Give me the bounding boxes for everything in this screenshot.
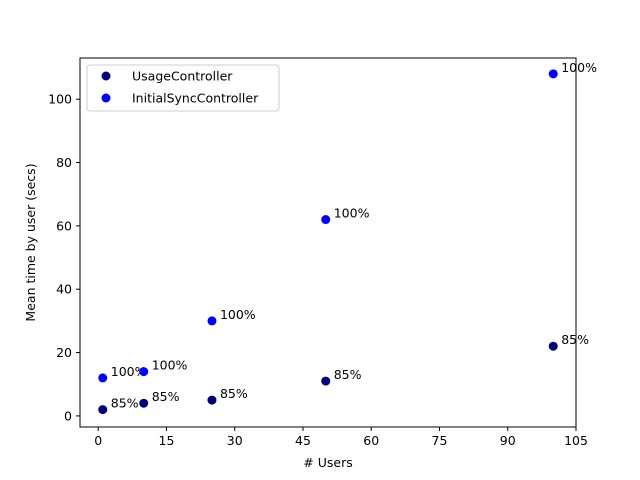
x-tick-label: 90 xyxy=(500,433,516,448)
x-tick-label: 45 xyxy=(295,433,311,448)
data-label-initialsynccontroller: 100% xyxy=(561,60,597,75)
plot-area: 85% 85% 85% 85% 85% 100% 100% 100% 100% 100% xyxy=(98,60,597,415)
data-label-usagecontroller: 85% xyxy=(111,396,139,411)
data-point-initialsynccontroller xyxy=(98,373,108,383)
legend: UsageController InitialSyncController xyxy=(86,64,280,112)
x-tick-label: 105 xyxy=(564,433,588,448)
data-label-usagecontroller: 85% xyxy=(334,367,362,382)
data-label-initialsynccontroller: 100% xyxy=(152,358,188,373)
y-tick-label: 20 xyxy=(56,345,72,360)
data-point-usagecontroller xyxy=(548,341,558,351)
data-label-usagecontroller: 85% xyxy=(152,389,180,404)
y-tick-label: 100 xyxy=(48,92,72,107)
legend-marker-usagecontroller xyxy=(101,71,111,81)
data-point-usagecontroller xyxy=(207,395,217,405)
data-point-usagecontroller xyxy=(139,398,149,408)
y-tick-label: 60 xyxy=(56,218,72,233)
data-label-initialsynccontroller: 100% xyxy=(334,206,370,221)
legend-marker-initialsynccontroller xyxy=(101,93,111,103)
data-label-usagecontroller: 85% xyxy=(561,332,589,347)
x-tick-label: 60 xyxy=(363,433,379,448)
axes-frame xyxy=(79,57,577,428)
data-point-initialsynccontroller xyxy=(321,215,331,225)
data-point-initialsynccontroller xyxy=(207,316,217,326)
legend-label-initialsynccontroller: InitialSyncController xyxy=(132,91,259,106)
legend-label-usagecontroller: UsageController xyxy=(132,69,233,84)
data-point-usagecontroller xyxy=(321,376,331,386)
x-tick-label: 0 xyxy=(94,433,102,448)
data-label-initialsynccontroller: 100% xyxy=(220,307,256,322)
legend-box xyxy=(86,64,280,112)
y-tick-label: 40 xyxy=(56,282,72,297)
data-point-initialsynccontroller xyxy=(139,367,149,377)
x-tick-label: 15 xyxy=(159,433,175,448)
y-tick-label: 80 xyxy=(56,155,72,170)
x-axis-label: # Users xyxy=(303,455,352,470)
y-axis-label: Mean time by user (secs) xyxy=(23,163,38,321)
data-point-usagecontroller xyxy=(98,405,108,415)
y-tick-label: 0 xyxy=(64,408,72,423)
data-point-initialsynccontroller xyxy=(548,69,558,79)
x-tick-label: 30 xyxy=(227,433,243,448)
data-label-usagecontroller: 85% xyxy=(220,386,248,401)
x-tick-label: 75 xyxy=(432,433,448,448)
data-label-initialsynccontroller: 100% xyxy=(111,364,147,379)
